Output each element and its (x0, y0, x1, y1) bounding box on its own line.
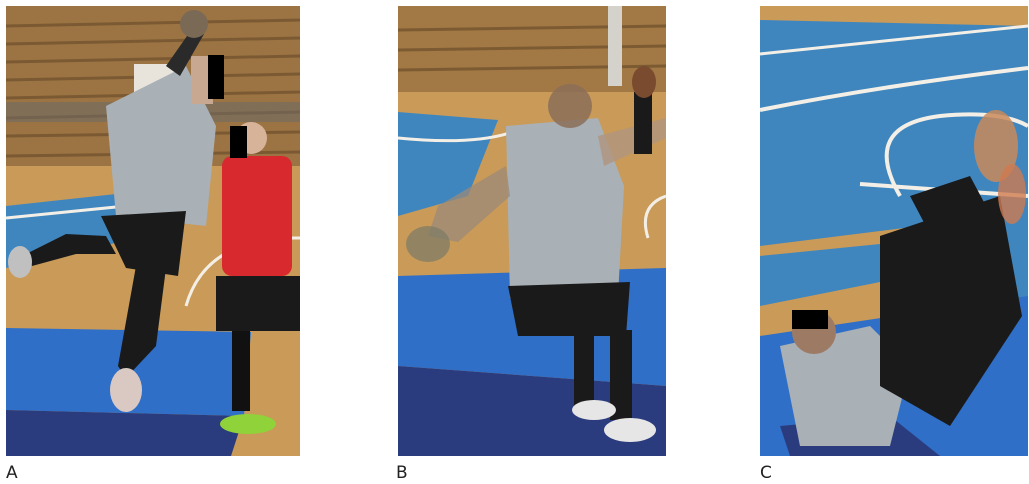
photo-a-image (6, 6, 300, 456)
photo-panel-b (398, 6, 666, 456)
redaction-box (230, 126, 247, 158)
photo-panel-c (760, 6, 1028, 456)
photo-c-image (760, 6, 1028, 456)
panel-label-a: A (6, 463, 18, 483)
photo-b-image (398, 6, 666, 456)
redaction-box (208, 55, 224, 99)
panel-label-c: C (760, 463, 772, 483)
photo-panel-a (6, 6, 300, 456)
redaction-box (792, 310, 828, 329)
panel-label-b: B (396, 463, 408, 483)
